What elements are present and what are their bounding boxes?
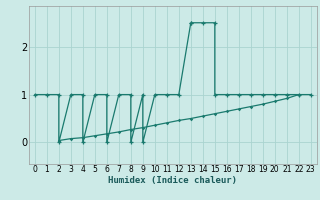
X-axis label: Humidex (Indice chaleur): Humidex (Indice chaleur) <box>108 176 237 185</box>
